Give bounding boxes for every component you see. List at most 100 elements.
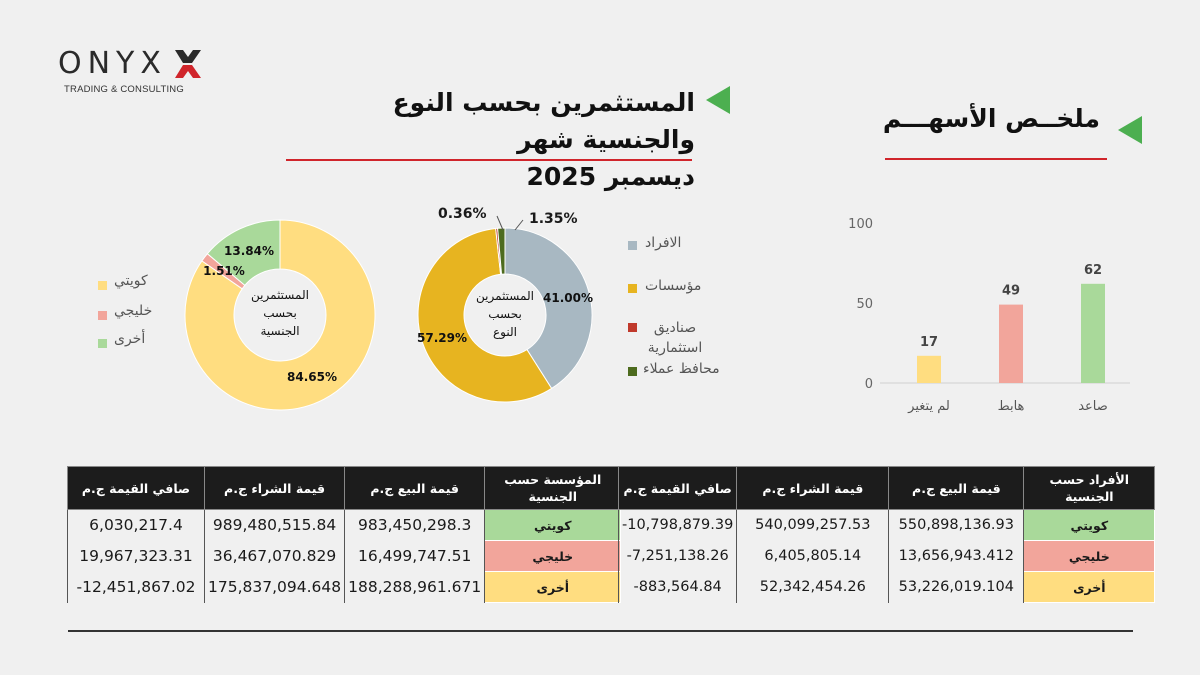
bar-value-label-0: 17 xyxy=(920,335,938,350)
bar-ytick-0: 0 xyxy=(865,377,873,392)
summary-underline xyxy=(885,158,1107,160)
indiv-sell: 13,656,943.412 xyxy=(888,540,1025,572)
indiv-net: -883,564.84 xyxy=(617,571,738,603)
legend-institutions: مؤسسات xyxy=(645,278,702,294)
nationality-donut-chart: المستثمرين بحسب الجنسية 84.65% 1.51% 13.… xyxy=(184,219,376,411)
inst-header-buy: قيمة الشراء ج.م xyxy=(203,466,346,510)
title-triangle-icon xyxy=(706,86,730,114)
donut1-center-line1: المستثمرين xyxy=(251,288,309,303)
donut2-label-portfolios: 1.35% xyxy=(529,211,578,227)
inst-header-category: المؤسسة حسب الجنسية xyxy=(484,466,622,510)
indiv-buy: 6,405,805.14 xyxy=(736,540,890,572)
institutions-table: صافي القيمة ج.م قيمة الشراء ج.م قيمة الب… xyxy=(67,466,622,603)
bar-0 xyxy=(917,355,941,383)
inst-header-sell: قيمة البيع ج.م xyxy=(344,466,486,510)
indiv-net: -10,798,879.39 xyxy=(617,509,738,541)
legend-kuwaiti: كويتي xyxy=(114,273,148,289)
legend-funds: صناديق استثمارية xyxy=(647,320,703,356)
bar-value-label-2: 62 xyxy=(1084,263,1102,278)
donut1-center-line3: الجنسية xyxy=(260,324,299,338)
logo-tagline: TRADING & CONSULTING xyxy=(64,84,184,95)
title-underline xyxy=(286,159,692,161)
legend-swatch-funds xyxy=(628,323,637,332)
donut2-label-funds: 0.36% xyxy=(438,206,487,222)
table-row: 6,030,217.4 989,480,515.84 983,450,298.3… xyxy=(67,509,622,541)
inst-net: 19,967,323.31 xyxy=(67,540,205,572)
legend-portfolios: محافظ عملاء xyxy=(643,361,720,377)
indiv-category: كويتي xyxy=(1023,509,1156,541)
inst-sell: 16,499,747.51 xyxy=(344,540,486,572)
inst-category: كويتي xyxy=(484,509,622,541)
table-row: -10,798,879.39 540,099,257.53 550,898,13… xyxy=(617,509,1156,541)
indiv-buy: 52,342,454.26 xyxy=(736,571,890,603)
indiv-sell: 550,898,136.93 xyxy=(888,509,1025,541)
donut2-slice-3 xyxy=(497,227,506,275)
donut2-slice-0 xyxy=(504,227,593,390)
bar-category-unchanged: لم يتغير xyxy=(907,399,950,414)
legend-individuals: الافراد xyxy=(645,235,682,251)
indiv-category: خليجي xyxy=(1023,540,1156,572)
indiv-header-category: الأفراد حسب الجنسية xyxy=(1023,466,1156,510)
legend-swatch-institutions xyxy=(628,284,637,293)
company-logo: ONYX TRADING & CONSULTING xyxy=(58,46,208,98)
legend-swatch-other xyxy=(98,339,107,348)
logo-x-icon xyxy=(175,50,201,78)
legend-other: أخرى xyxy=(114,331,146,347)
main-title-line2: ديسمبر 2025 xyxy=(526,162,695,191)
inst-buy: 175,837,094.648 xyxy=(203,571,346,603)
main-title: المستثمرين بحسب النوع والجنسية شهر ديسمب… xyxy=(290,84,695,195)
bar-category-up: صاعد xyxy=(1078,399,1108,414)
inst-net: -12,451,867.02 xyxy=(67,571,205,603)
table-row: -7,251,138.26 6,405,805.14 13,656,943.41… xyxy=(617,540,1156,572)
summary-title: ملخــص الأسهـــم xyxy=(882,104,1100,133)
donut1-label-kuwaiti: 84.65% xyxy=(287,370,337,384)
inst-buy: 989,480,515.84 xyxy=(203,509,346,541)
summary-triangle-icon xyxy=(1118,116,1142,144)
table-row: -883,564.84 52,342,454.26 53,226,019.104… xyxy=(617,571,1156,603)
donut2-center-line3: النوع xyxy=(493,325,517,340)
legend-swatch-kuwaiti xyxy=(98,281,107,290)
inst-buy: 36,467,070.829 xyxy=(203,540,346,572)
indiv-header-net: صافي القيمة ج.م xyxy=(617,466,738,510)
donut1-center-line2: بحسب xyxy=(263,306,297,320)
bar-2 xyxy=(1081,283,1105,383)
indiv-category: أخرى xyxy=(1023,571,1156,603)
bottom-divider xyxy=(68,630,1133,632)
donut1-label-gulf: 1.51% xyxy=(203,264,245,278)
bar-ytick-100: 100 xyxy=(848,217,873,232)
legend-swatch-portfolios xyxy=(628,367,637,376)
bar-1 xyxy=(999,304,1023,383)
main-title-line1: المستثمرين بحسب النوع والجنسية شهر xyxy=(392,88,695,154)
inst-sell: 188,288,961.671 xyxy=(344,571,486,603)
inst-header-net: صافي القيمة ج.م xyxy=(67,466,205,510)
legend-swatch-gulf xyxy=(98,311,107,320)
donut2-center-line1: المستثمرين xyxy=(476,289,534,304)
inst-category: أخرى xyxy=(484,571,622,603)
bar-value-label-1: 49 xyxy=(1002,284,1020,299)
table-row: -12,451,867.02 175,837,094.648 188,288,9… xyxy=(67,571,622,603)
donut2-slice-1 xyxy=(417,227,553,403)
legend-swatch-individuals xyxy=(628,241,637,250)
legend-gulf: خليجي xyxy=(114,303,153,319)
individuals-table: صافي القيمة ج.م قيمة الشراء ج.م قيمة الب… xyxy=(617,466,1156,603)
donut1-label-other: 13.84% xyxy=(224,244,274,258)
donut1-slice-0 xyxy=(184,219,376,411)
inst-category: خليجي xyxy=(484,540,622,572)
type-donut-chart: المستثمرين بحسب النوع 41.00% 57.29% xyxy=(417,227,593,403)
donut2-label-institutions: 57.29% xyxy=(417,331,467,345)
donut1-slice-2 xyxy=(206,219,281,287)
indiv-header-sell: قيمة البيع ج.م xyxy=(888,466,1025,510)
bar-category-down: هابط xyxy=(998,399,1025,414)
inst-sell: 983,450,298.3 xyxy=(344,509,486,541)
indiv-sell: 53,226,019.104 xyxy=(888,571,1025,603)
donut2-label-individuals: 41.00% xyxy=(543,291,593,305)
donut2-center-line2: بحسب xyxy=(488,307,522,321)
donut2-leader-lines xyxy=(496,215,524,231)
indiv-header-buy: قيمة الشراء ج.م xyxy=(736,466,890,510)
indiv-net: -7,251,138.26 xyxy=(617,540,738,572)
bar-ytick-50: 50 xyxy=(856,297,873,312)
stocks-bar-chart: 0 50 100 17 49 62 لم يتغير هابط صاعد xyxy=(848,217,1130,414)
indiv-buy: 540,099,257.53 xyxy=(736,509,890,541)
logo-wordmark: ONYX xyxy=(58,46,167,81)
table-row: 19,967,323.31 36,467,070.829 16,499,747.… xyxy=(67,540,622,572)
